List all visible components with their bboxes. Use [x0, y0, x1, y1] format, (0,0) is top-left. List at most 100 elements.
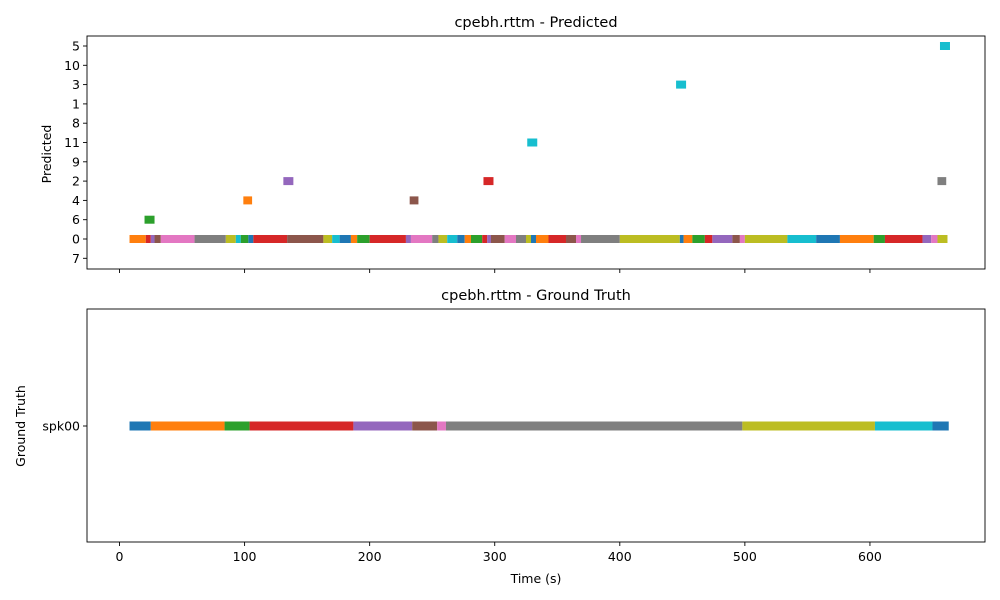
x-axis-label: Time (s): [510, 571, 562, 586]
segment-bar: [581, 235, 620, 243]
segment-bar: [194, 235, 226, 243]
segment-bar: [457, 235, 465, 243]
segment-bar: [470, 235, 483, 243]
x-tick-label: 500: [733, 549, 757, 564]
segment-bar: [150, 235, 155, 243]
y-tick-label: 9: [72, 154, 80, 169]
ground-truth-panel: cpebh.rttm - Ground Truth Ground Truth s…: [13, 288, 986, 564]
segment-bar: [525, 235, 531, 243]
segment-bar: [816, 235, 840, 243]
ground-truth-y-ticks: spk00: [42, 419, 87, 434]
segment-bar: [704, 235, 713, 243]
segment-bar: [932, 421, 949, 431]
y-tick-label: 0: [72, 232, 80, 247]
predicted-x-ticks: [119, 269, 871, 273]
segment-bar: [939, 42, 950, 50]
segment-bar: [409, 196, 419, 205]
segment-bar: [287, 235, 324, 243]
segment-bar: [283, 177, 294, 186]
segment-bar: [438, 235, 448, 243]
segment-bar: [619, 235, 680, 243]
segment-bar: [483, 177, 494, 186]
segment-bar: [839, 235, 874, 243]
segment-bar: [224, 421, 250, 431]
segment-bar: [405, 235, 411, 243]
ground-truth-x-ticks: 0 100 200 300 400 500 600: [116, 542, 882, 564]
segment-bar: [874, 421, 933, 431]
segment-bar: [129, 421, 151, 431]
segment-bar: [353, 421, 413, 431]
segment-bar: [339, 235, 351, 243]
segment-bar: [129, 235, 146, 243]
segment-bar: [225, 235, 236, 243]
segment-bar: [530, 235, 536, 243]
segment-bar: [937, 235, 948, 243]
y-tick-label: 6: [72, 212, 80, 227]
segment-bar: [732, 235, 740, 243]
segment-bar: [548, 235, 567, 243]
segment-bar: [884, 235, 923, 243]
segment-bar: [527, 138, 538, 147]
segment-bar: [432, 235, 439, 243]
segment-bar: [504, 235, 516, 243]
x-tick-label: 100: [233, 549, 257, 564]
segment-bar: [464, 235, 471, 243]
segment-bar: [248, 235, 254, 243]
predicted-panel: cpebh.rttm - Predicted Predicted 5 10 3 1 8 1…: [39, 15, 986, 273]
segment-bar: [144, 215, 155, 224]
y-tick-label: 7: [72, 251, 80, 266]
segment-bar: [437, 421, 446, 431]
segment-bar: [240, 235, 249, 243]
y-tick-label: 2: [72, 174, 80, 189]
segment-bar: [249, 421, 354, 431]
y-tick-label: 3: [72, 77, 80, 92]
segment-bar: [253, 235, 288, 243]
y-tick-label: 1: [72, 96, 80, 111]
segment-bar: [145, 235, 151, 243]
segment-bar: [357, 235, 370, 243]
segment-bar: [515, 235, 526, 243]
segment-bar: [350, 235, 358, 243]
segment-bar: [931, 235, 938, 243]
x-tick-label: 400: [608, 549, 632, 564]
segment-bar: [447, 235, 458, 243]
segment-bar: [679, 235, 684, 243]
predicted-segments: [129, 42, 950, 243]
segment-bar: [445, 421, 743, 431]
segment-bar: [536, 235, 549, 243]
predicted-y-ticks: 5 10 3 1 8 11 9 2 4 6 0 7: [64, 39, 87, 266]
y-tick-label: spk00: [42, 419, 80, 434]
x-tick-label: 600: [858, 549, 882, 564]
segment-bar: [243, 196, 253, 205]
y-tick-label: 11: [64, 135, 80, 150]
segment-bar: [410, 235, 433, 243]
segment-bar: [744, 235, 788, 243]
segment-bar: [150, 421, 225, 431]
predicted-axes-frame: [86, 35, 986, 270]
segment-bar: [482, 235, 488, 243]
segment-bar: [683, 235, 693, 243]
x-tick-label: 200: [358, 549, 382, 564]
segment-bar: [576, 235, 582, 243]
x-tick-label: 300: [483, 549, 507, 564]
ground-truth-y-axis-label: Ground Truth: [13, 385, 28, 467]
segment-bar: [487, 235, 491, 243]
predicted-title: cpebh.rttm - Predicted: [454, 15, 617, 31]
segment-bar: [332, 235, 340, 243]
segment-bar: [712, 235, 733, 243]
segment-bar: [742, 421, 875, 431]
segment-bar: [922, 235, 932, 243]
segment-bar: [490, 235, 505, 243]
segment-bar: [566, 235, 577, 243]
segment-bar: [369, 235, 406, 243]
segment-bar: [323, 235, 333, 243]
segment-bar: [676, 80, 687, 89]
y-tick-label: 10: [64, 58, 80, 73]
segment-bar: [739, 235, 745, 243]
ground-truth-segments: [129, 421, 949, 431]
segment-bar: [787, 235, 817, 243]
segment-bar: [160, 235, 195, 243]
x-tick-label: 0: [116, 549, 124, 564]
segment-bar: [692, 235, 705, 243]
